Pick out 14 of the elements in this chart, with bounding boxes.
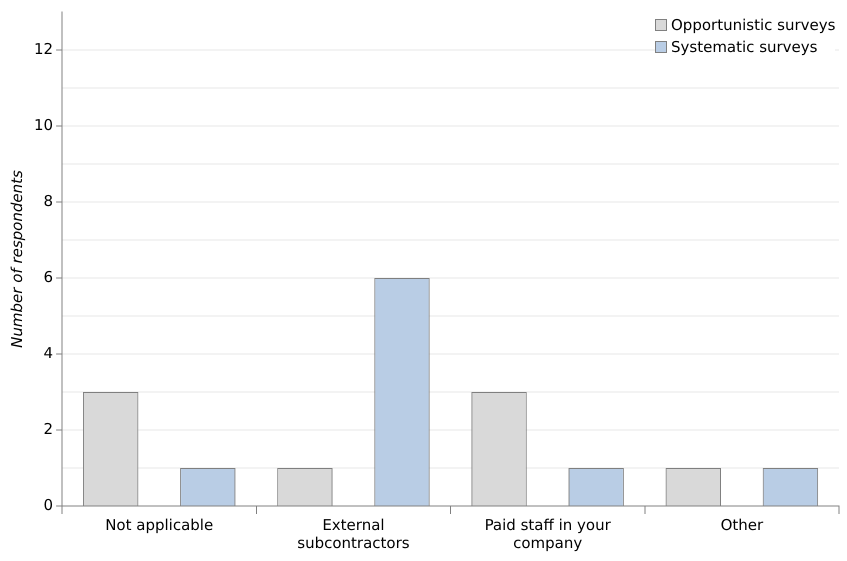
y-tick-label: 2 — [44, 420, 54, 438]
y-tick-label: 10 — [34, 116, 54, 134]
y-tick-label: 8 — [44, 192, 54, 210]
x-tick-label: External subcontractors — [297, 516, 410, 552]
y-tick-label: 12 — [34, 40, 54, 58]
y-tick-label: 6 — [44, 268, 54, 286]
y-tick-label: 4 — [44, 344, 54, 362]
x-tick-label: Paid staff in your company — [484, 516, 612, 552]
y-tick-label: 0 — [44, 496, 54, 514]
x-tick-label: Not applicable — [105, 516, 214, 534]
y-axis-title: Number of respondents — [8, 170, 26, 348]
legend-label: Systematic surveys — [671, 38, 818, 56]
legend-label: Opportunistic surveys — [671, 16, 836, 34]
x-tick-label: Other — [720, 516, 764, 534]
